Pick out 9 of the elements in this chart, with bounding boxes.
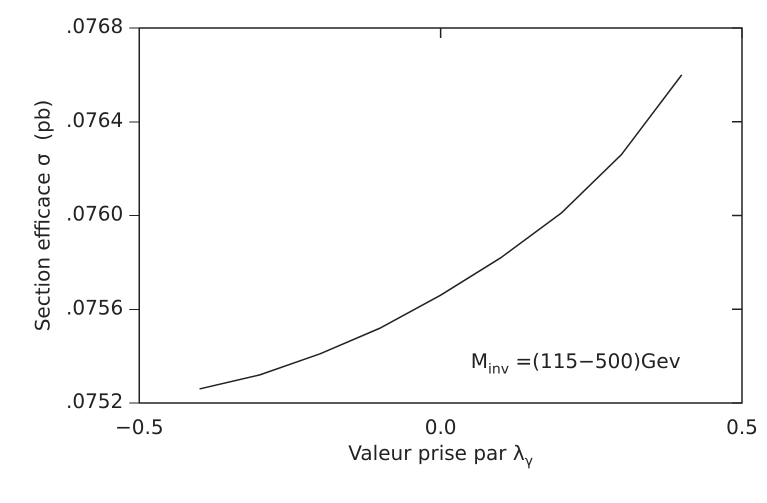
y-tick-label: .0752 <box>66 389 124 414</box>
x-tick-label: 0.0 <box>424 415 457 440</box>
y-tick-label: .0764 <box>66 108 124 132</box>
x-tick-label: −0.5 <box>114 415 164 440</box>
y-tick-label: .0756 <box>66 295 124 320</box>
y-axis-title: Section efficace σ (pb) <box>30 100 54 332</box>
y-tick-label: .0760 <box>66 202 124 226</box>
y-tick-label: .0768 <box>66 14 124 38</box>
x-tick-label: 0.5 <box>726 415 758 440</box>
